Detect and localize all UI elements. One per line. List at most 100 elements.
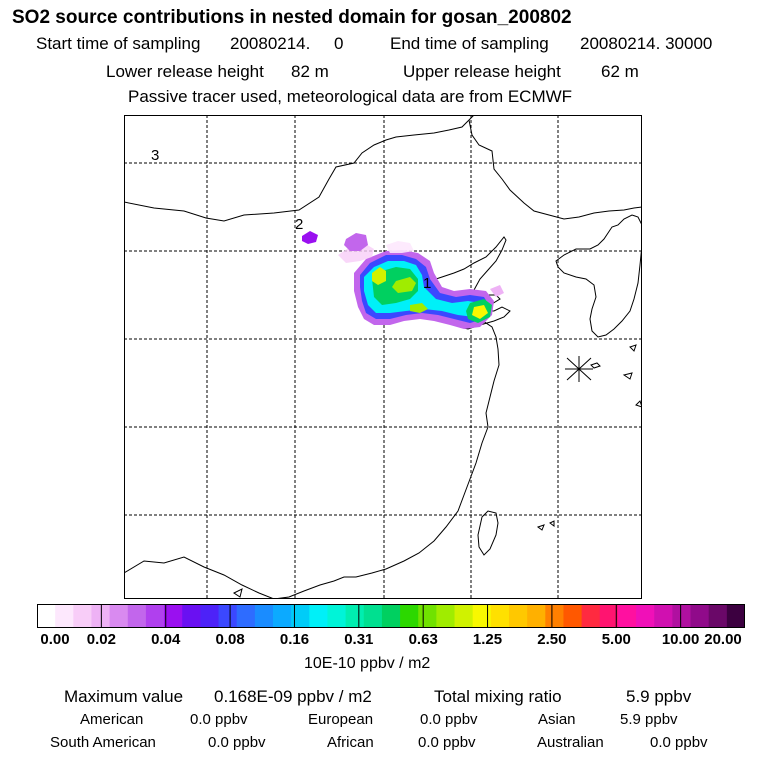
region-value: 0.0 ppbv xyxy=(208,734,266,751)
taiwan-island xyxy=(477,510,499,556)
colorbar-units: 10E-10 ppbv / m2 xyxy=(304,655,431,672)
colorbar-cell xyxy=(55,604,74,628)
region-name: Asian xyxy=(538,711,576,728)
region-name: American xyxy=(80,711,144,728)
colorbar-tick-label: 20.00 xyxy=(704,631,742,648)
japan-islet-2 xyxy=(629,344,637,352)
colorbar-cell xyxy=(708,604,728,628)
lower-release-value: 82 m xyxy=(291,62,329,81)
colorbar-cell xyxy=(454,604,474,628)
site-star-marker xyxy=(565,356,593,382)
map-panel: 1 2 3 xyxy=(124,115,642,599)
colorbar-cell xyxy=(672,604,692,628)
region-value: 5.9 ppbv xyxy=(620,711,678,728)
colorbar-cell xyxy=(127,604,147,628)
release-label-1: 1 xyxy=(423,275,431,292)
colorbar-cell xyxy=(236,604,256,628)
colorbar-frame xyxy=(37,604,745,628)
plume-blob-2b xyxy=(344,233,368,251)
upper-release-label: Upper release height xyxy=(403,62,561,81)
plume-haze-3 xyxy=(490,285,504,297)
colorbar-cell xyxy=(182,604,201,628)
colorbar-cell xyxy=(73,604,93,628)
mongolia-border xyxy=(124,115,475,222)
islet-4 xyxy=(536,524,545,531)
max-value-label: Maximum value xyxy=(64,687,184,706)
colorbar-cell xyxy=(37,604,56,628)
colorbar-cell xyxy=(418,604,437,628)
colorbar-tick-label: 1.25 xyxy=(472,631,503,648)
region-value: 0.0 ppbv xyxy=(650,734,708,751)
colorbar-cell xyxy=(527,604,546,628)
colorbar-cell xyxy=(363,604,383,628)
japan-islet-1 xyxy=(622,372,633,380)
jeju-island xyxy=(590,362,601,369)
colorbar-cell xyxy=(381,604,401,628)
start-time-value: 20080214. 0 xyxy=(230,34,344,53)
region-name: Australian xyxy=(537,734,604,751)
colorbar-tick-label: 0.63 xyxy=(408,631,438,648)
plume-yellow-2 xyxy=(392,277,416,293)
end-time-value: 20080214. 30000 xyxy=(580,34,713,53)
colorbar-cell xyxy=(327,604,347,628)
colorbar-cell xyxy=(581,604,601,628)
colorbar-tick-label: 0.31 xyxy=(344,631,374,648)
lat-lon-grid xyxy=(124,115,642,599)
colorbar-cell xyxy=(690,604,710,628)
colorbar-cell xyxy=(599,604,619,628)
colorbar-cell xyxy=(436,604,456,628)
colorbar-tick-label: 0.04 xyxy=(151,631,181,648)
colorbar-cell xyxy=(200,604,220,628)
colorbar-cell xyxy=(490,604,510,628)
max-value: 0.168E-09 ppbv / m2 xyxy=(214,687,372,706)
colorbar-cell xyxy=(254,604,274,628)
south-china-coast xyxy=(124,556,275,599)
colorbar-tick-label: 10.00 xyxy=(661,631,700,648)
tracer-note: Passive tracer used, meteorological data… xyxy=(128,87,573,106)
colorbar-cell xyxy=(636,604,655,628)
colorbar-cell xyxy=(309,604,329,628)
colorbar-cell xyxy=(472,604,492,628)
colorbar-cell xyxy=(509,604,528,628)
colorbar-cell xyxy=(109,604,129,628)
colorbar-cell xyxy=(563,604,583,628)
colorbar-cell xyxy=(617,604,637,628)
colorbar-cell xyxy=(345,604,365,628)
islet-5 xyxy=(549,520,555,527)
plume-yellow-3 xyxy=(410,303,428,313)
colorbar-cell xyxy=(145,604,165,628)
release-label-2: 2 xyxy=(295,216,303,233)
region-name: African xyxy=(327,734,374,751)
so2-plume xyxy=(338,241,504,329)
south-china-islet xyxy=(233,588,243,598)
colorbar-cell xyxy=(164,604,183,628)
map-frame xyxy=(124,115,642,599)
start-time-label: Start time of sampling xyxy=(36,34,201,53)
colorbar-tick-label: 0.08 xyxy=(215,631,245,648)
china-east-coast xyxy=(273,294,501,599)
region-value: 0.0 ppbv xyxy=(420,711,478,728)
colorbar-tick-label: 2.50 xyxy=(537,631,567,648)
colorbar-cell xyxy=(273,604,292,628)
colorbar-cell xyxy=(400,604,419,628)
china-korea-border xyxy=(468,119,642,220)
end-time-label: End time of sampling xyxy=(390,34,549,53)
plume-east-yellow xyxy=(472,305,488,319)
total-mixing-value: 5.9 ppbv xyxy=(626,687,692,706)
plume-yellow-1 xyxy=(372,267,386,285)
region-name: South American xyxy=(50,734,156,751)
upper-release-value: 62 m xyxy=(601,62,639,81)
lower-release-label: Lower release height xyxy=(106,62,264,81)
coastlines xyxy=(124,115,642,599)
colorbar-tick-label: 0.16 xyxy=(279,631,310,648)
plume-haze xyxy=(338,243,374,263)
region-value: 0.0 ppbv xyxy=(190,711,248,728)
plume-haze-2 xyxy=(386,241,414,253)
colorbar-tick-label: 5.00 xyxy=(601,631,631,648)
plot-title: SO2 source contributions in nested domai… xyxy=(12,7,572,28)
colorbar-cell xyxy=(545,604,565,628)
colorbar-cell xyxy=(218,604,238,628)
colorbar-tick-label: 0.02 xyxy=(86,631,116,648)
release-label-3: 3 xyxy=(151,147,159,164)
colorbar-cell xyxy=(726,604,745,628)
